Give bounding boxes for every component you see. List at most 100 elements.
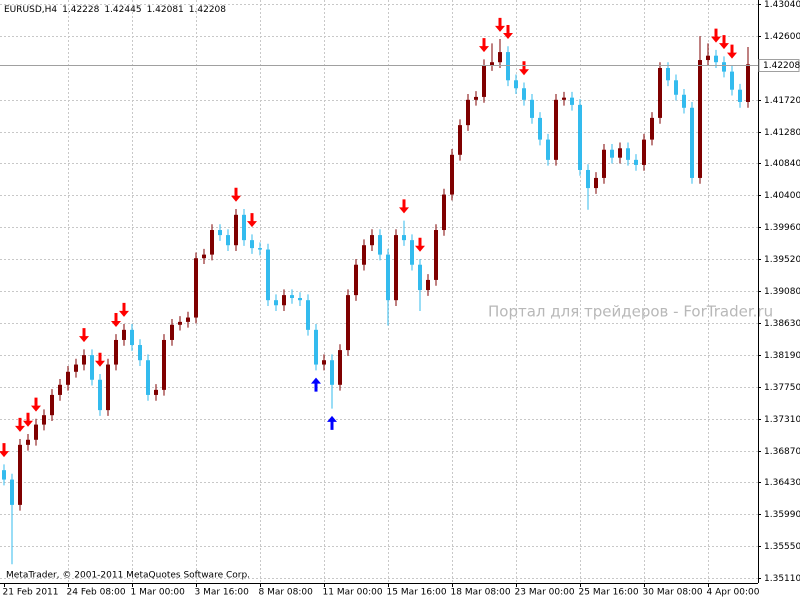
candle-body (546, 139, 550, 160)
y-tick-label: 1.39960 (764, 223, 800, 233)
x-tick-label: 25 Mar 16:00 (579, 588, 639, 598)
candle-body (746, 64, 750, 102)
y-tick-label: 1.41720 (764, 96, 800, 106)
sell-arrow (119, 302, 129, 317)
x-tick-label: 21 Feb 2011 (3, 588, 59, 598)
candle-body (58, 384, 62, 395)
y-tick-label: 1.36870 (764, 447, 800, 457)
sell-arrow (95, 352, 105, 367)
candle-body (594, 177, 598, 189)
header-value: 1.42228 (62, 5, 99, 15)
candle-body (514, 80, 518, 89)
candle-body (634, 159, 638, 165)
x-tick-label: 3 Mar 16:00 (195, 588, 250, 598)
sell-arrow (15, 417, 25, 432)
candle-body (610, 149, 614, 158)
x-tick-label: 18 Mar 08:00 (451, 588, 511, 598)
watermark: Портал для трейдеров - ForTrader.ru (488, 303, 773, 321)
candle-body (210, 230, 214, 255)
candle-body (466, 99, 470, 126)
candle-body (258, 248, 262, 250)
x-tick-label: 30 Mar 08:00 (643, 588, 703, 598)
candle-body (194, 258, 198, 318)
sell-arrow (519, 61, 529, 76)
candle-body (698, 60, 702, 178)
y-tick-label: 1.39080 (764, 287, 800, 297)
candle-body (506, 52, 510, 81)
candle-body (658, 67, 662, 118)
candle-body (674, 80, 678, 95)
candle-body (642, 139, 646, 165)
x-tick-label: 15 Mar 16:00 (387, 588, 447, 598)
y-tick-label: 1.40840 (764, 159, 800, 169)
x-tick-label: 4 Apr 00:00 (707, 588, 760, 598)
candle-body (98, 379, 102, 411)
candle-body (450, 154, 454, 195)
candle-body (114, 339, 118, 365)
buy-arrow (311, 377, 321, 392)
candle-body (218, 230, 222, 236)
candle-body (154, 389, 158, 395)
candle-body (650, 117, 654, 140)
candle-body (250, 240, 254, 249)
candle-body (50, 394, 54, 416)
candle-body (106, 364, 110, 411)
candle-body (362, 245, 366, 265)
chart-header: EURUSD,H4 1.42228 1.42445 1.42081 1.42208 (4, 5, 226, 15)
candle-body (618, 148, 622, 158)
candle-body (530, 99, 534, 118)
candle-body (274, 300, 278, 306)
candle-body (170, 324, 174, 340)
candle-body (682, 94, 686, 108)
candle-body (306, 300, 310, 330)
sell-arrow (79, 328, 89, 343)
sell-arrow (31, 397, 41, 412)
candle-body (562, 97, 566, 100)
candle-body (282, 295, 286, 306)
candle-body (122, 329, 126, 340)
sell-arrow (111, 312, 121, 327)
buy-arrow (327, 415, 337, 430)
candle-body (18, 444, 22, 505)
symbol: EURUSD,H4 (4, 5, 57, 15)
candle-body (346, 295, 350, 351)
candle-body (730, 71, 734, 90)
y-tick-label: 1.35990 (764, 510, 800, 520)
candle-body (738, 89, 742, 102)
candle-body (298, 298, 302, 301)
header-value: 1.42081 (147, 5, 184, 15)
candle-body (586, 169, 590, 189)
y-tick-label: 1.39520 (764, 255, 800, 265)
y-tick-label: 1.37750 (764, 383, 800, 393)
candle-body (42, 415, 46, 425)
candle-body (482, 65, 486, 97)
candle-body (602, 149, 606, 178)
sell-arrow (23, 412, 33, 427)
sell-arrow (0, 443, 9, 458)
sell-arrow (399, 199, 409, 214)
x-tick-label: 11 Mar 00:00 (323, 588, 383, 598)
candle-body (34, 424, 38, 440)
price-label: 1.42208 (763, 61, 800, 71)
candle-body (330, 360, 334, 385)
candle-body (378, 235, 382, 255)
candle-body (442, 194, 446, 231)
candle-body (178, 321, 182, 325)
y-tick-label: 1.41280 (764, 128, 800, 138)
candle-body (82, 355, 86, 365)
y-tick-label: 1.36430 (764, 478, 800, 488)
candle-body (690, 107, 694, 178)
candle-body (458, 125, 462, 155)
candle-body (570, 97, 574, 105)
price-label-box (758, 59, 800, 72)
y-tick-label: 1.37310 (764, 415, 800, 425)
candle-body (354, 264, 358, 296)
candle-body (426, 279, 430, 291)
y-tick-label: 1.40400 (764, 191, 800, 201)
y-tick-label: 1.38190 (764, 351, 800, 361)
candle-body (402, 235, 406, 241)
candle-body (130, 329, 134, 346)
